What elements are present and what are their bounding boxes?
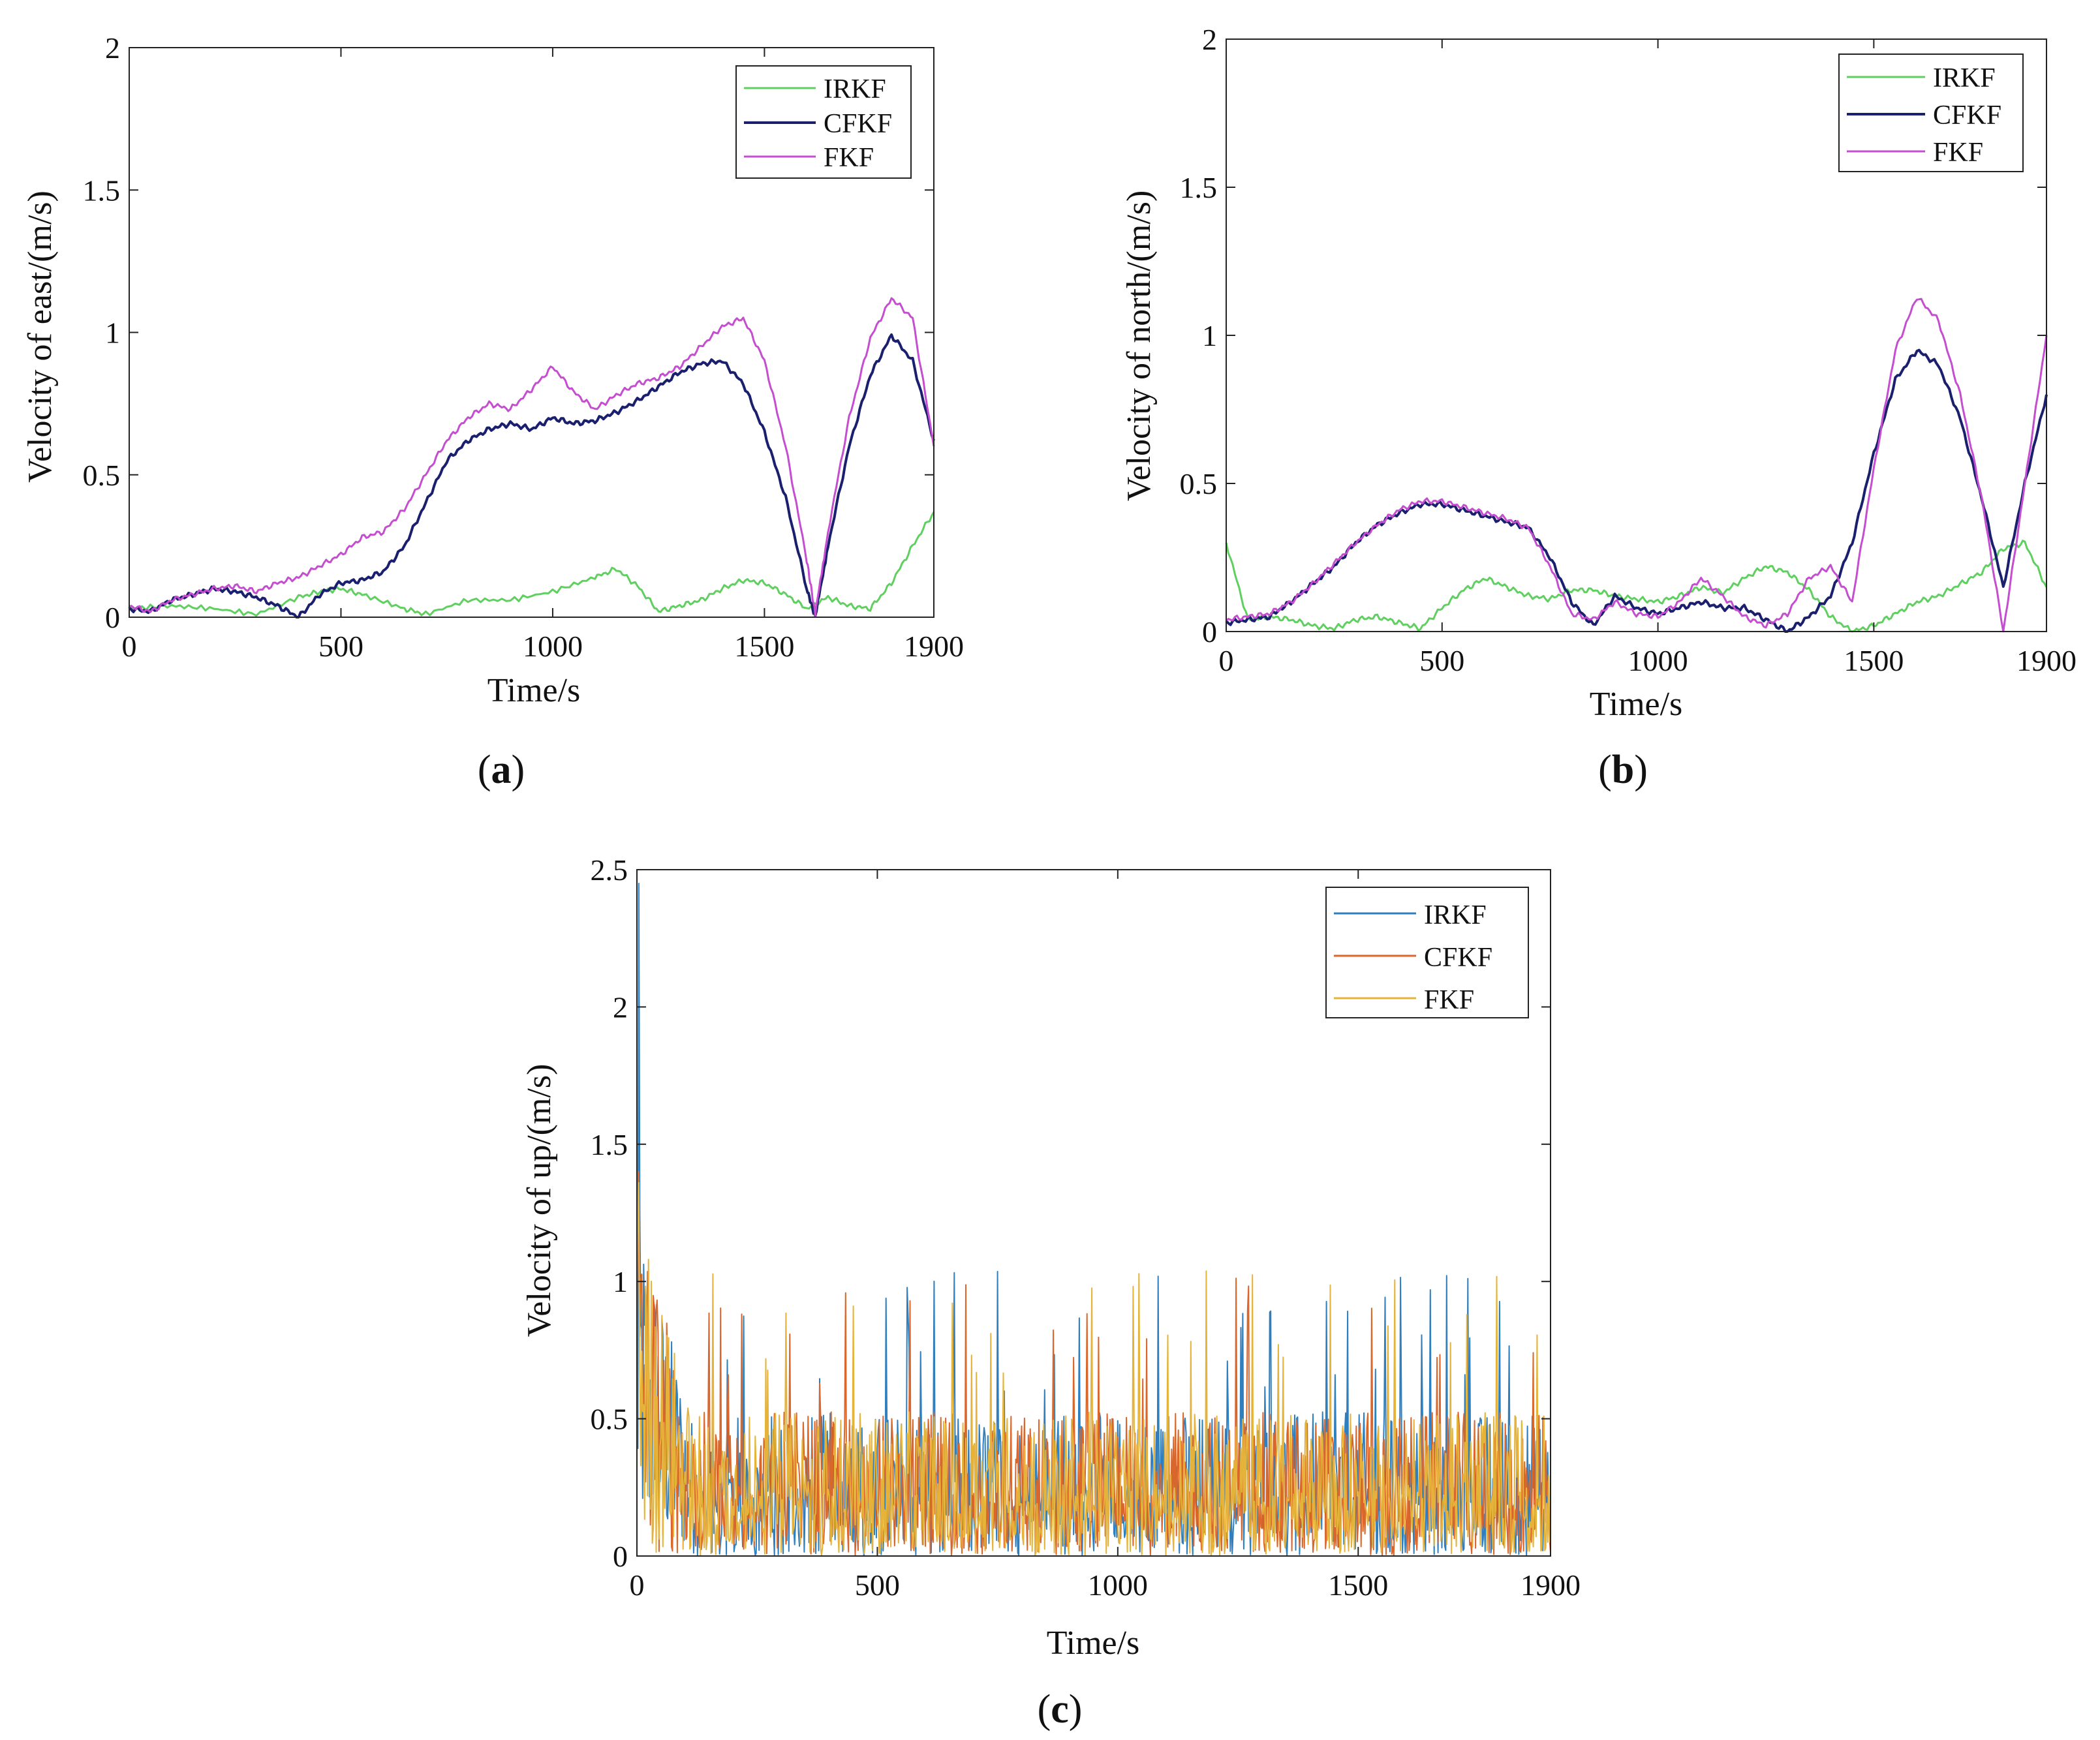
x-tick-label: 0: [630, 1568, 645, 1602]
panel-a-legend-label-fkf: FKF: [824, 143, 874, 173]
x-tick-label: 1900: [904, 630, 964, 663]
y-tick-label: 2: [613, 990, 628, 1024]
panel-c-legend: IRKF CFKF FKF: [1325, 887, 1529, 1018]
x-tick-label: 500: [855, 1568, 900, 1602]
panel-c-ticks: 0 500 1000 1500 1900 0 0.5 1 1.5 2 2.5: [591, 853, 1581, 1602]
series-line-cfkf: [636, 1170, 1551, 1557]
panel-c-legend-label-fkf: FKF: [1424, 985, 1474, 1015]
x-tick-label: 500: [1419, 644, 1464, 677]
panel-b-axes-frame: [1226, 38, 2047, 632]
y-tick-label: 1.5: [591, 1128, 628, 1161]
panel-b-plot-area: [1225, 298, 2048, 633]
y-tick-label: 1: [1202, 319, 1217, 352]
x-tick-label: 1500: [1844, 644, 1904, 677]
y-tick-label: 0: [1202, 615, 1217, 649]
x-tick-label: 0: [122, 630, 137, 663]
panel-b-legend: IRKF CFKF FKF: [1838, 53, 2024, 172]
series-line-cfkf: [128, 333, 935, 618]
series-line-cfkf: [1225, 348, 2048, 633]
panel-a-plot-area: [128, 297, 935, 618]
panel-b-caption: (b): [1598, 748, 1648, 792]
series-line-fkf: [1226, 298, 2048, 633]
x-tick-label: 1500: [1328, 1568, 1388, 1602]
panel-a-ylabel: Velocity of east/(m/s): [22, 191, 59, 483]
y-tick-label: 1: [105, 316, 120, 350]
panel-c-ylabel: Velocity of up/(m/s): [521, 1064, 558, 1337]
panel-b-legend-label-irkf: IRKF: [1933, 63, 1996, 93]
series-line-irkf: [1225, 540, 2048, 633]
panel-b-chart: 0 500 1000 1500 1900 0 0.5 1 1.5 2 Time/s Velocit…: [1120, 23, 2077, 792]
y-tick-label: 2: [1202, 23, 1217, 56]
panel-a-ticks: 0 500 1000 1500 1900 0 0.5 1 1.5 2: [83, 31, 965, 663]
series-line-irkf: [129, 511, 935, 617]
y-tick-label: 2: [105, 31, 120, 65]
x-tick-label: 1500: [734, 630, 794, 663]
panel-a-chart: 0 500 1000 1500 1900 0 0.5 1 1.5 2 Time/s Velocit…: [22, 31, 964, 792]
panel-c-caption: (c): [1038, 1687, 1083, 1732]
x-tick-label: 500: [318, 630, 363, 663]
x-tick-label: 1000: [1088, 1568, 1148, 1602]
x-tick-label: 1900: [2016, 644, 2077, 677]
panel-b-legend-label-cfkf: CFKF: [1933, 100, 2001, 130]
panel-a-axes-frame: [129, 47, 934, 618]
y-tick-label: 0: [613, 1540, 628, 1573]
panel-c-legend-box: [1325, 887, 1529, 1018]
series-line-fkf: [636, 1182, 1551, 1557]
panel-c-plot-area: [636, 883, 1551, 1557]
panel-c-legend-label-cfkf: CFKF: [1424, 943, 1492, 973]
panel-c-chart: 0 500 1000 1500 1900 0 0.5 1 1.5 2 2.5 Time/s Velo…: [521, 853, 1581, 1732]
panel-c-legend-label-irkf: IRKF: [1424, 900, 1487, 930]
x-tick-label: 1000: [523, 630, 583, 663]
y-tick-label: 2.5: [591, 853, 628, 887]
panel-c-axes-frame: [636, 869, 1551, 1557]
panel-b-legend-label-fkf: FKF: [1933, 138, 1983, 168]
x-tick-label: 1000: [1628, 644, 1688, 677]
y-tick-label: 1: [613, 1265, 628, 1298]
series-line-fkf: [129, 297, 935, 617]
panel-a-legend-label-cfkf: CFKF: [824, 109, 892, 139]
panel-a-xlabel: Time/s: [487, 672, 581, 709]
y-tick-label: 1.5: [1180, 171, 1218, 204]
y-tick-label: 1.5: [83, 174, 121, 207]
x-tick-label: 0: [1219, 644, 1234, 677]
panel-a-legend: IRKF CFKF FKF: [735, 65, 912, 179]
panel-b-ticks: 0 500 1000 1500 1900 0 0.5 1 1.5 2: [1180, 23, 2077, 677]
x-tick-label: 1900: [1521, 1568, 1581, 1602]
y-tick-label: 0.5: [83, 459, 121, 492]
panel-b-ylabel: Velocity of north/(m/s): [1120, 191, 1158, 502]
panel-b-xlabel: Time/s: [1590, 686, 1683, 723]
y-tick-label: 0.5: [591, 1403, 628, 1436]
y-tick-label: 0: [105, 601, 120, 634]
series-line-irkf: [636, 883, 1551, 1557]
y-tick-label: 0.5: [1180, 467, 1218, 500]
panel-a-caption: (a): [478, 748, 525, 792]
panel-c-xlabel: Time/s: [1047, 1625, 1140, 1662]
panel-a-legend-label-irkf: IRKF: [824, 74, 886, 104]
